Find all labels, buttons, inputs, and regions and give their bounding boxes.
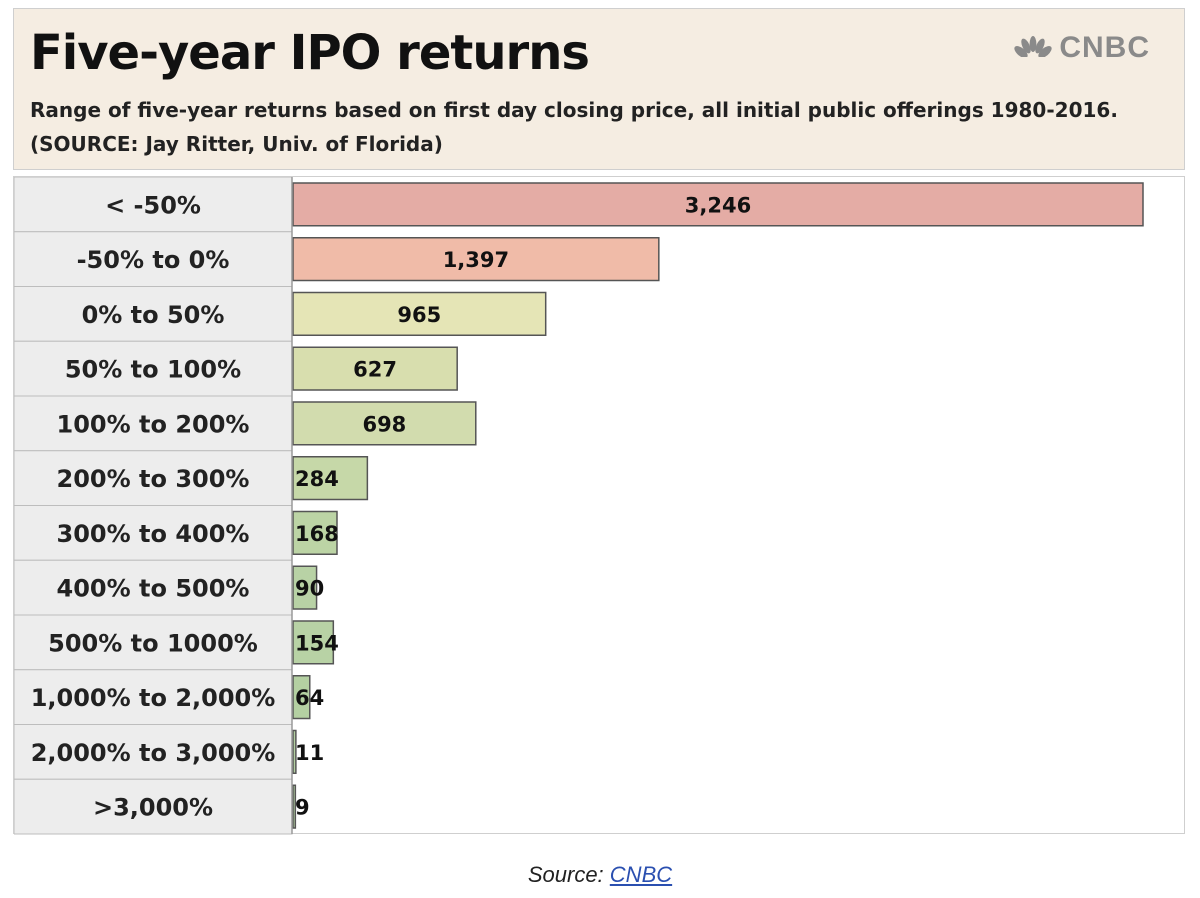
category-label: -50% to 0% — [77, 246, 230, 274]
category-label: 300% to 400% — [57, 520, 250, 548]
data-label: 168 — [295, 522, 339, 546]
chart-title: Five-year IPO returns — [30, 25, 590, 81]
bar — [292, 401, 477, 446]
category-label: 200% to 300% — [57, 465, 250, 493]
data-label: 698 — [362, 412, 406, 436]
bar — [292, 620, 335, 665]
category-cell — [14, 559, 293, 616]
chart-header: Five-year IPO returns Range of five-year… — [13, 8, 1185, 170]
bar — [292, 456, 369, 501]
data-label: 965 — [397, 303, 441, 327]
bar — [292, 565, 318, 610]
category-cell — [14, 724, 293, 780]
category-label: 100% to 200% — [57, 410, 250, 438]
category-cell — [14, 395, 293, 452]
data-label: 64 — [295, 686, 324, 710]
source-caption: Source: CNBC — [0, 862, 1200, 888]
category-label: 1,000% to 2,000% — [31, 684, 276, 712]
data-label: 3,246 — [685, 193, 751, 217]
category-label: 500% to 1000% — [48, 629, 258, 657]
logo-text: CNBC — [1059, 31, 1150, 64]
caption-prefix: Source: — [527, 862, 604, 887]
category-cell — [14, 669, 293, 725]
bar — [292, 291, 547, 336]
category-label: >3,000% — [93, 794, 213, 822]
category-cell — [14, 286, 293, 342]
category-label: 400% to 500% — [57, 575, 250, 603]
category-label: 2,000% to 3,000% — [31, 739, 276, 767]
category-label: 50% to 100% — [65, 356, 241, 384]
bar — [292, 346, 458, 391]
chart-subtitle: Range of five-year returns based on firs… — [30, 98, 1118, 156]
data-label: 90 — [295, 577, 324, 601]
bar — [292, 784, 297, 829]
data-label: 154 — [295, 631, 339, 655]
data-label: 284 — [295, 467, 339, 491]
category-cell — [14, 177, 293, 233]
data-label: 627 — [353, 358, 397, 382]
category-cell — [14, 505, 293, 561]
data-label: 11 — [295, 741, 324, 765]
category-cell — [14, 450, 293, 506]
bar-chart-svg: < -50% 3,246 -50% to 0% 1,397 0% to 50% 965 50… — [14, 177, 1144, 835]
data-label: 9 — [295, 796, 310, 820]
bar — [292, 675, 311, 720]
bar — [292, 729, 297, 774]
bar — [292, 237, 660, 282]
bar — [292, 510, 338, 555]
bar — [292, 182, 1144, 227]
data-label: 1,397 — [443, 248, 509, 272]
category-label: 0% to 50% — [82, 301, 225, 329]
peacock-icon — [1014, 36, 1052, 61]
category-label: < -50% — [105, 191, 201, 219]
cnbc-logo: CNBC — [1013, 31, 1150, 65]
source-link[interactable]: CNBC — [609, 862, 673, 887]
chart-area: < -50% 3,246 -50% to 0% 1,397 0% to 50% 965 50… — [13, 176, 1185, 835]
